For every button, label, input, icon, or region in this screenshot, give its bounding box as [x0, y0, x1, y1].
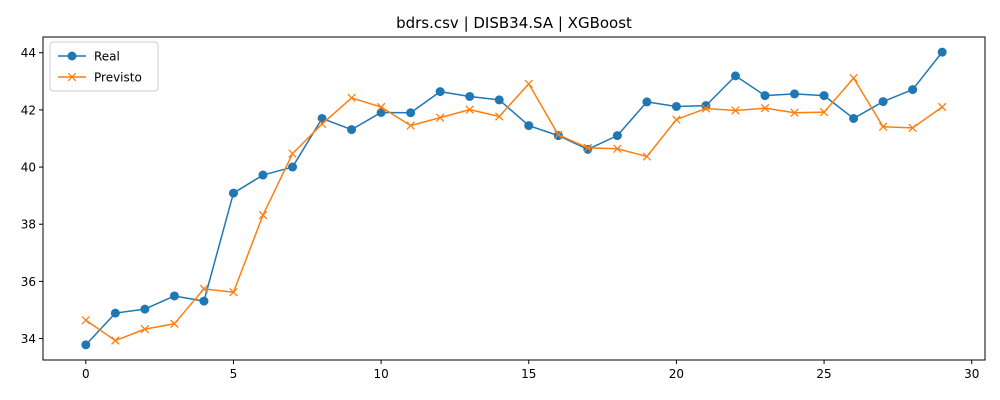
data-point — [671, 101, 681, 111]
data-point — [465, 105, 474, 114]
data-point — [612, 131, 622, 141]
data-point — [494, 112, 504, 121]
data-point — [199, 296, 209, 306]
data-point — [494, 95, 504, 105]
data-point — [81, 316, 91, 325]
legend-item-previsto: Previsto — [58, 71, 142, 85]
data-point — [701, 101, 711, 111]
x-tick-label: 0 — [82, 367, 90, 381]
chart-title: bdrs.csv | DISB34.SA | XGBoost — [396, 14, 632, 32]
data-point — [937, 47, 947, 57]
axes-layer: 0 5 10 15 20 25 30 34 36 38 40 42 44 — [21, 36, 986, 381]
data-point — [406, 121, 415, 130]
data-point — [642, 152, 652, 161]
data-point — [878, 122, 888, 132]
legend-marker — [67, 51, 77, 61]
data-point — [908, 123, 917, 133]
legend-label: Real — [94, 50, 120, 64]
series-layer — [81, 47, 947, 350]
data-point — [81, 340, 91, 350]
data-point — [819, 91, 829, 101]
x-tick-label: 30 — [964, 367, 979, 381]
y-tick-label: 36 — [21, 275, 36, 289]
plot-background — [43, 37, 985, 360]
data-point — [819, 107, 829, 117]
data-point — [878, 97, 888, 107]
legend-label: Previsto — [94, 71, 142, 85]
data-point — [140, 324, 150, 334]
x-tick-label: 20 — [669, 367, 684, 381]
y-tick-label: 38 — [21, 218, 36, 232]
data-point — [435, 113, 445, 122]
data-point — [554, 130, 563, 140]
data-point — [701, 104, 711, 113]
data-point — [140, 304, 150, 314]
data-point — [229, 287, 238, 297]
data-point — [524, 79, 534, 89]
data-point — [730, 71, 740, 81]
axes-frame — [42, 36, 986, 361]
legend-marker — [67, 72, 77, 82]
x-tick-label: 15 — [521, 367, 536, 381]
data-point — [642, 97, 652, 107]
series-line — [85, 51, 943, 346]
data-point — [937, 102, 947, 112]
data-point — [288, 149, 297, 158]
legend-box — [49, 41, 159, 92]
legend-item-real: Real — [58, 50, 120, 64]
legend: Real Previsto — [49, 41, 159, 92]
data-point — [760, 91, 770, 101]
data-point — [288, 162, 298, 172]
series-line — [85, 77, 943, 342]
data-point — [465, 91, 475, 101]
y-tick-label: 40 — [21, 161, 36, 175]
data-point — [790, 108, 799, 118]
y-tick-label: 34 — [21, 332, 36, 346]
data-point — [170, 319, 179, 328]
data-point — [199, 284, 209, 294]
data-point — [613, 144, 622, 154]
data-point — [376, 102, 386, 112]
data-point — [347, 125, 357, 135]
data-point — [110, 308, 120, 318]
y-tick-label: 42 — [21, 103, 36, 117]
data-point — [790, 89, 800, 99]
data-point — [908, 85, 918, 95]
data-point — [228, 188, 238, 198]
series-previsto — [81, 73, 947, 345]
data-point — [258, 210, 268, 220]
plot-area — [43, 37, 985, 360]
data-point — [731, 106, 740, 115]
data-point — [849, 113, 859, 123]
data-point — [524, 121, 534, 131]
data-point — [317, 119, 327, 129]
data-point — [760, 103, 770, 113]
data-point — [406, 108, 416, 118]
data-point — [169, 291, 179, 301]
data-point — [111, 336, 120, 345]
x-tick-label: 10 — [373, 367, 388, 381]
series-real — [81, 47, 947, 350]
y-tick-label: 44 — [21, 46, 36, 60]
data-point — [347, 93, 356, 103]
data-point — [672, 115, 681, 124]
data-point — [583, 143, 593, 153]
x-tick-label: 5 — [230, 367, 238, 381]
data-point — [376, 107, 386, 117]
data-point — [435, 87, 445, 97]
data-point — [849, 73, 858, 83]
data-point — [317, 113, 327, 123]
x-tick-label: 25 — [816, 367, 831, 381]
data-point — [258, 170, 268, 180]
